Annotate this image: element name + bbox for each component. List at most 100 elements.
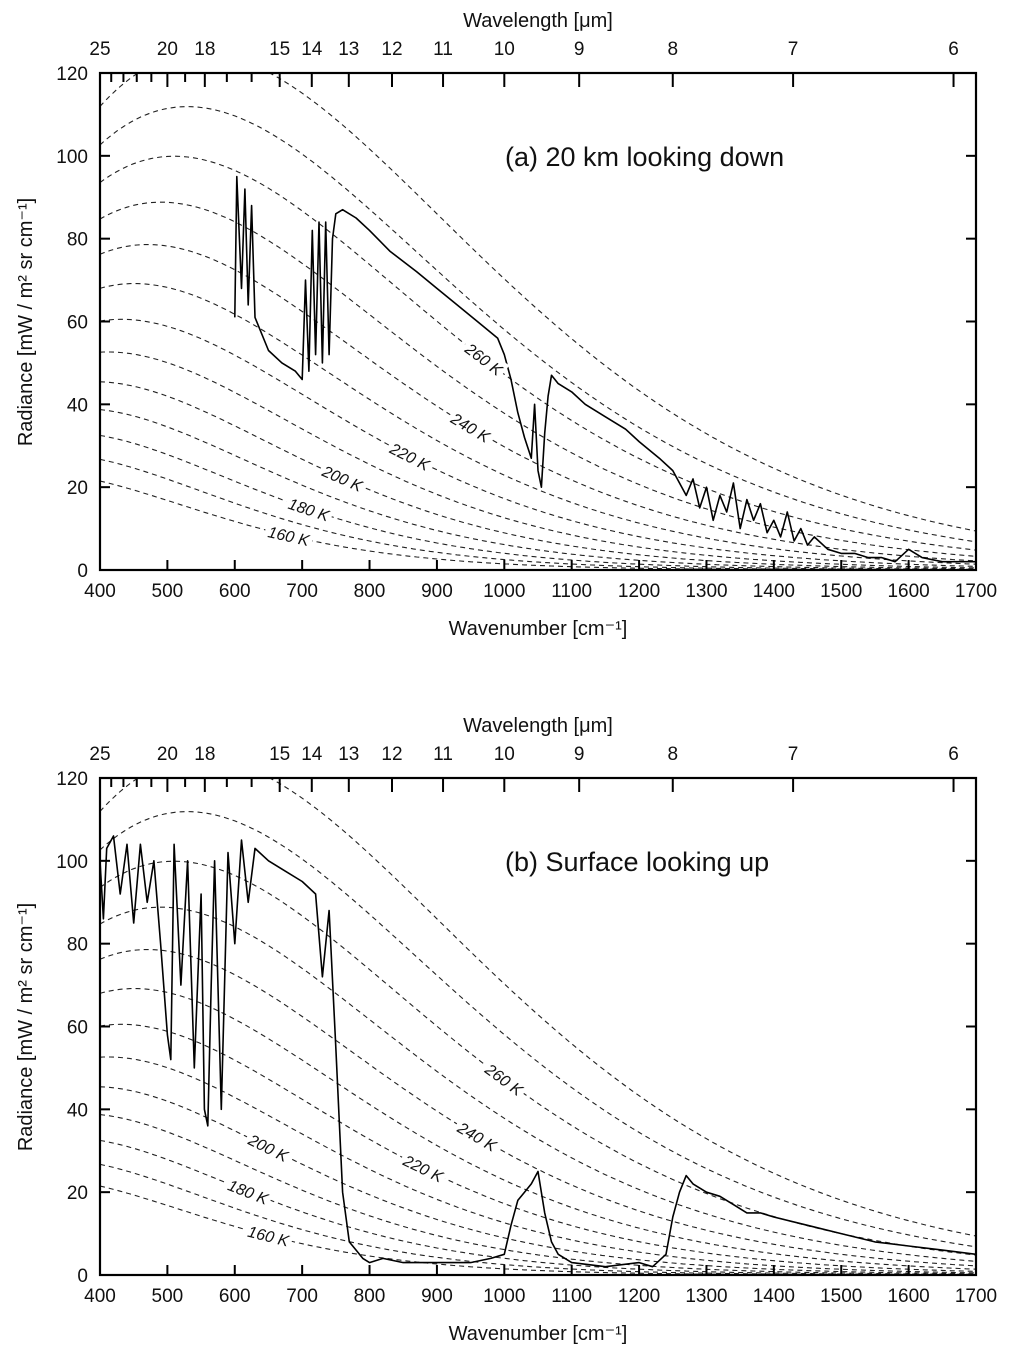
y-tick-label: 100 [56,147,88,168]
y-tick-label: 40 [67,1100,88,1121]
top-tick-label: 7 [788,39,799,60]
top-tick-label: 13 [338,39,359,60]
y-tick-label: 80 [67,230,88,251]
isotherm-280k [100,73,976,532]
isotherm-180k [100,434,976,570]
y-tick-label: 60 [67,313,88,334]
top-tick-label: 18 [194,39,215,60]
isotherm-label-bg [384,436,436,475]
isotherm-240k [100,244,976,562]
y-tick-label: 0 [77,1266,88,1287]
top-tick-label: 14 [301,744,323,765]
x-tick-label: 800 [354,1286,386,1307]
isotherm-210k [100,351,976,569]
x-tick-label: 1100 [551,581,592,602]
x-tick-label: 700 [286,1286,318,1307]
panel-title: (a) 20 km looking down [505,142,784,172]
x-tick-label: 1700 [955,581,997,602]
y-tick-label: 80 [67,935,88,956]
y-tick-label: 100 [56,852,88,873]
top-tick-label: 9 [574,39,585,60]
x-tick-label: 800 [354,581,386,602]
isotherm-170k [100,458,976,570]
isotherm-230k [100,988,976,1270]
x-tick-label: 600 [219,1286,251,1307]
isotherm-220k [100,1023,976,1272]
x-tick-label: 1000 [483,1286,525,1307]
chart-a-svg: Wavelength [μm] (a) 20 km looking down W… [15,10,997,640]
x-tick-label: 900 [421,1286,453,1307]
chart-b-svg: Wavelength [μm] (b) Surface looking up W… [15,715,997,1345]
top-axis-title: Wavelength [μm] [463,10,613,32]
y-tick-label: 40 [67,395,88,416]
isotherm-group [100,73,976,570]
isotherm-label: 160 K [266,524,312,550]
y-tick-label: 120 [56,64,88,85]
x-tick-label: 1300 [685,1286,727,1307]
isotherm-label-bg [317,459,369,496]
isotherm-250k [100,906,976,1262]
spectrum-line [234,175,976,563]
isotherm-label-bg [460,336,510,380]
x-tick-label: 1000 [483,581,525,602]
x-tick-label: 400 [84,581,116,602]
x-tick-label: 1500 [820,581,862,602]
isotherm-280k [100,778,976,1237]
isotherm-260k [100,155,976,551]
top-tick-label: 6 [948,744,959,765]
x-tick-label: 1100 [551,1286,592,1307]
isotherm-label-bg [263,520,315,549]
top-tick-label: 10 [494,39,515,60]
x-tick-label: 400 [84,1286,116,1307]
top-tick-label: 7 [788,744,799,765]
top-tick-label: 12 [381,39,402,60]
x-tick-label: 1500 [820,1286,862,1307]
isotherm-270k [100,811,976,1248]
plot-area: 400 500 600 700 800 900 1000 1100 1200 1300 1400 15… [56,39,997,602]
isotherm-270k [100,106,976,543]
isotherm-label-bg [283,492,335,525]
top-axis-title: Wavelength [μm] [463,715,613,737]
top-tick-label: 18 [194,744,215,765]
top-tick-label: 15 [269,744,290,765]
top-tick-label: 25 [89,744,110,765]
x-tick-label: 1300 [685,581,727,602]
isotherm-label-bg [243,1220,295,1250]
isotherm-200k [100,1086,976,1275]
top-tick-label: 9 [574,744,585,765]
chart-panel-a: Wavelength [μm] (a) 20 km looking down W… [0,0,1016,660]
isotherm-label-bg [398,1148,450,1186]
isotherm-label-bg [452,1115,504,1156]
top-tick-label: 12 [381,744,402,765]
chart-panel-b: Wavelength [μm] (b) Surface looking up W… [0,705,1016,1355]
isotherm-160k [100,480,976,570]
isotherm-200k [100,381,976,570]
x-tick-label: 500 [152,581,184,602]
x-tick-label: 1400 [753,1286,795,1307]
y-tick-label: 20 [67,478,88,499]
x-tick-label: 600 [219,581,251,602]
isotherm-240k [100,949,976,1267]
isotherm-label-bg [445,406,497,447]
spectrum-line [99,835,977,1268]
top-tick-label: 13 [338,744,359,765]
x-tick-label: 1600 [887,581,929,602]
x-tick-label: 1200 [618,581,660,602]
top-tick-label: 6 [948,39,959,60]
isotherm-160k [100,1185,976,1275]
top-tick-label: 20 [157,39,178,60]
x-tick-label: 1200 [618,1286,660,1307]
isotherm-190k [100,409,976,570]
panel-title: (b) Surface looking up [505,847,769,877]
isotherm-label-bg [480,1057,530,1100]
top-tick-label: 14 [301,39,323,60]
x-tick-label: 1400 [753,581,795,602]
x-tick-label: 700 [286,581,318,602]
x-axis-title: Wavenumber [cm⁻¹] [449,618,628,640]
isotherm-210k [100,1056,976,1274]
top-tick-label: 15 [269,39,290,60]
top-tick-label: 8 [667,744,678,765]
isotherm-170k [100,1163,976,1275]
y-axis-title: Radiance [mW / m² sr cm⁻¹] [15,198,37,446]
top-tick-label: 25 [89,39,110,60]
